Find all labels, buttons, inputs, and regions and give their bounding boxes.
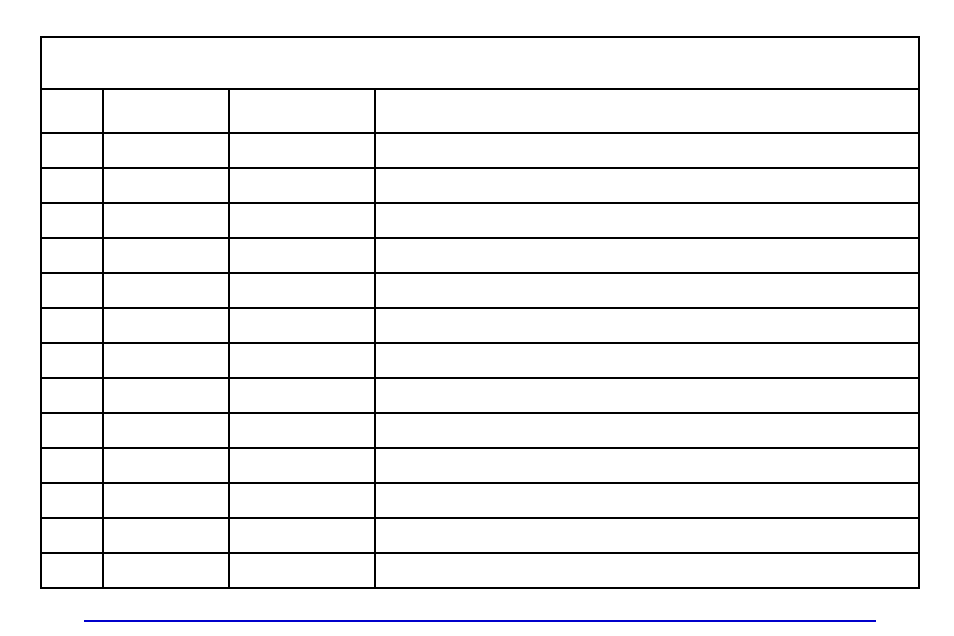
table-cell bbox=[229, 343, 375, 378]
table-cell bbox=[103, 343, 229, 378]
table-cell bbox=[41, 553, 103, 588]
table-cell bbox=[375, 378, 919, 413]
table-cell bbox=[375, 133, 919, 168]
table-cell bbox=[41, 308, 103, 343]
table-cell bbox=[375, 483, 919, 518]
table-cell bbox=[229, 133, 375, 168]
table-row bbox=[41, 518, 919, 553]
table-cell bbox=[103, 273, 229, 308]
table-cell bbox=[375, 413, 919, 448]
table-cell bbox=[103, 238, 229, 273]
column-header bbox=[41, 89, 103, 133]
table-row bbox=[41, 238, 919, 273]
table-cell bbox=[41, 483, 103, 518]
table-cell bbox=[375, 308, 919, 343]
table-cell bbox=[41, 378, 103, 413]
table-cell bbox=[229, 553, 375, 588]
table-row bbox=[41, 168, 919, 203]
table-row bbox=[41, 448, 919, 483]
table-cell bbox=[41, 273, 103, 308]
table-cell bbox=[229, 518, 375, 553]
table-cell bbox=[229, 273, 375, 308]
table-cell bbox=[375, 553, 919, 588]
table-cell bbox=[375, 343, 919, 378]
table-row bbox=[41, 308, 919, 343]
table-cell bbox=[41, 238, 103, 273]
table-cell bbox=[229, 168, 375, 203]
empty-table bbox=[40, 36, 920, 589]
table-cell bbox=[41, 168, 103, 203]
table-cell bbox=[41, 413, 103, 448]
horizontal-rule bbox=[84, 620, 876, 622]
table-cell bbox=[375, 448, 919, 483]
table-cell bbox=[229, 413, 375, 448]
table-cell bbox=[375, 238, 919, 273]
table-cell bbox=[41, 133, 103, 168]
table-cell bbox=[103, 413, 229, 448]
table-cell bbox=[103, 378, 229, 413]
table-row bbox=[41, 483, 919, 518]
table-cell bbox=[103, 553, 229, 588]
table-cell bbox=[229, 308, 375, 343]
table-row bbox=[41, 343, 919, 378]
table-cell bbox=[375, 168, 919, 203]
table-row bbox=[41, 273, 919, 308]
table-cell bbox=[41, 343, 103, 378]
table-cell bbox=[103, 133, 229, 168]
table-cell bbox=[229, 203, 375, 238]
column-header bbox=[229, 89, 375, 133]
table-cell bbox=[103, 483, 229, 518]
table-row bbox=[41, 413, 919, 448]
table-cell bbox=[229, 238, 375, 273]
table-cell bbox=[375, 203, 919, 238]
column-header bbox=[103, 89, 229, 133]
table-cell bbox=[229, 448, 375, 483]
table-cell bbox=[229, 378, 375, 413]
table-cell bbox=[41, 448, 103, 483]
table-cell bbox=[41, 518, 103, 553]
table-cell bbox=[229, 483, 375, 518]
table-cell bbox=[103, 308, 229, 343]
table-row bbox=[41, 553, 919, 588]
column-header bbox=[375, 89, 919, 133]
table-row bbox=[41, 378, 919, 413]
table-cell bbox=[103, 203, 229, 238]
table-row bbox=[41, 133, 919, 168]
table-header bbox=[41, 37, 919, 89]
table-cell bbox=[41, 203, 103, 238]
table-cell bbox=[375, 273, 919, 308]
table-cell bbox=[375, 518, 919, 553]
table-cell bbox=[103, 168, 229, 203]
table-row bbox=[41, 203, 919, 238]
table-cell bbox=[103, 448, 229, 483]
page bbox=[0, 0, 954, 636]
table-cell bbox=[103, 518, 229, 553]
